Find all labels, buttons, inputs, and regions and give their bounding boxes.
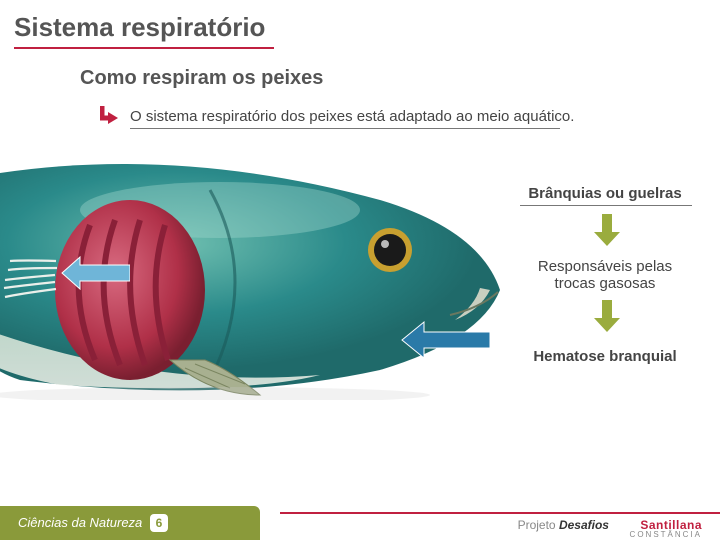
footer: Ciências da Natureza 6 Projeto Desafios … [0, 500, 720, 540]
footer-desafios: Desafios [559, 518, 609, 532]
water-out-arrow-icon [60, 255, 130, 296]
footer-subject: Ciências da Natureza [18, 515, 142, 530]
water-in-arrow-icon [400, 320, 490, 365]
body-text: O sistema respiratório dos peixes está a… [130, 108, 574, 125]
footer-grade-badge: 6 [150, 514, 168, 532]
callout-hematose: Hematose branquial [520, 348, 690, 365]
footer-right: Projeto Desafios Santillana CONSTÂNCIA [280, 512, 720, 540]
down-arrow-icon [594, 214, 620, 246]
corner-arrow-icon [100, 104, 122, 131]
subtitle: Como respiram os peixes [0, 49, 720, 90]
page-title: Sistema respiratório [0, 0, 720, 43]
body-underline [130, 128, 560, 129]
callout-underline [520, 205, 692, 206]
callout-exchange: Responsáveis pelas trocas gasosas [520, 258, 690, 292]
footer-left: Ciências da Natureza 6 [0, 506, 260, 540]
down-arrow-icon [594, 300, 620, 332]
footer-projeto: Projeto [518, 518, 556, 532]
footer-brand-sub: CONSTÂNCIA [280, 530, 702, 539]
callout-gills: Brânquias ou guelras [520, 185, 690, 202]
